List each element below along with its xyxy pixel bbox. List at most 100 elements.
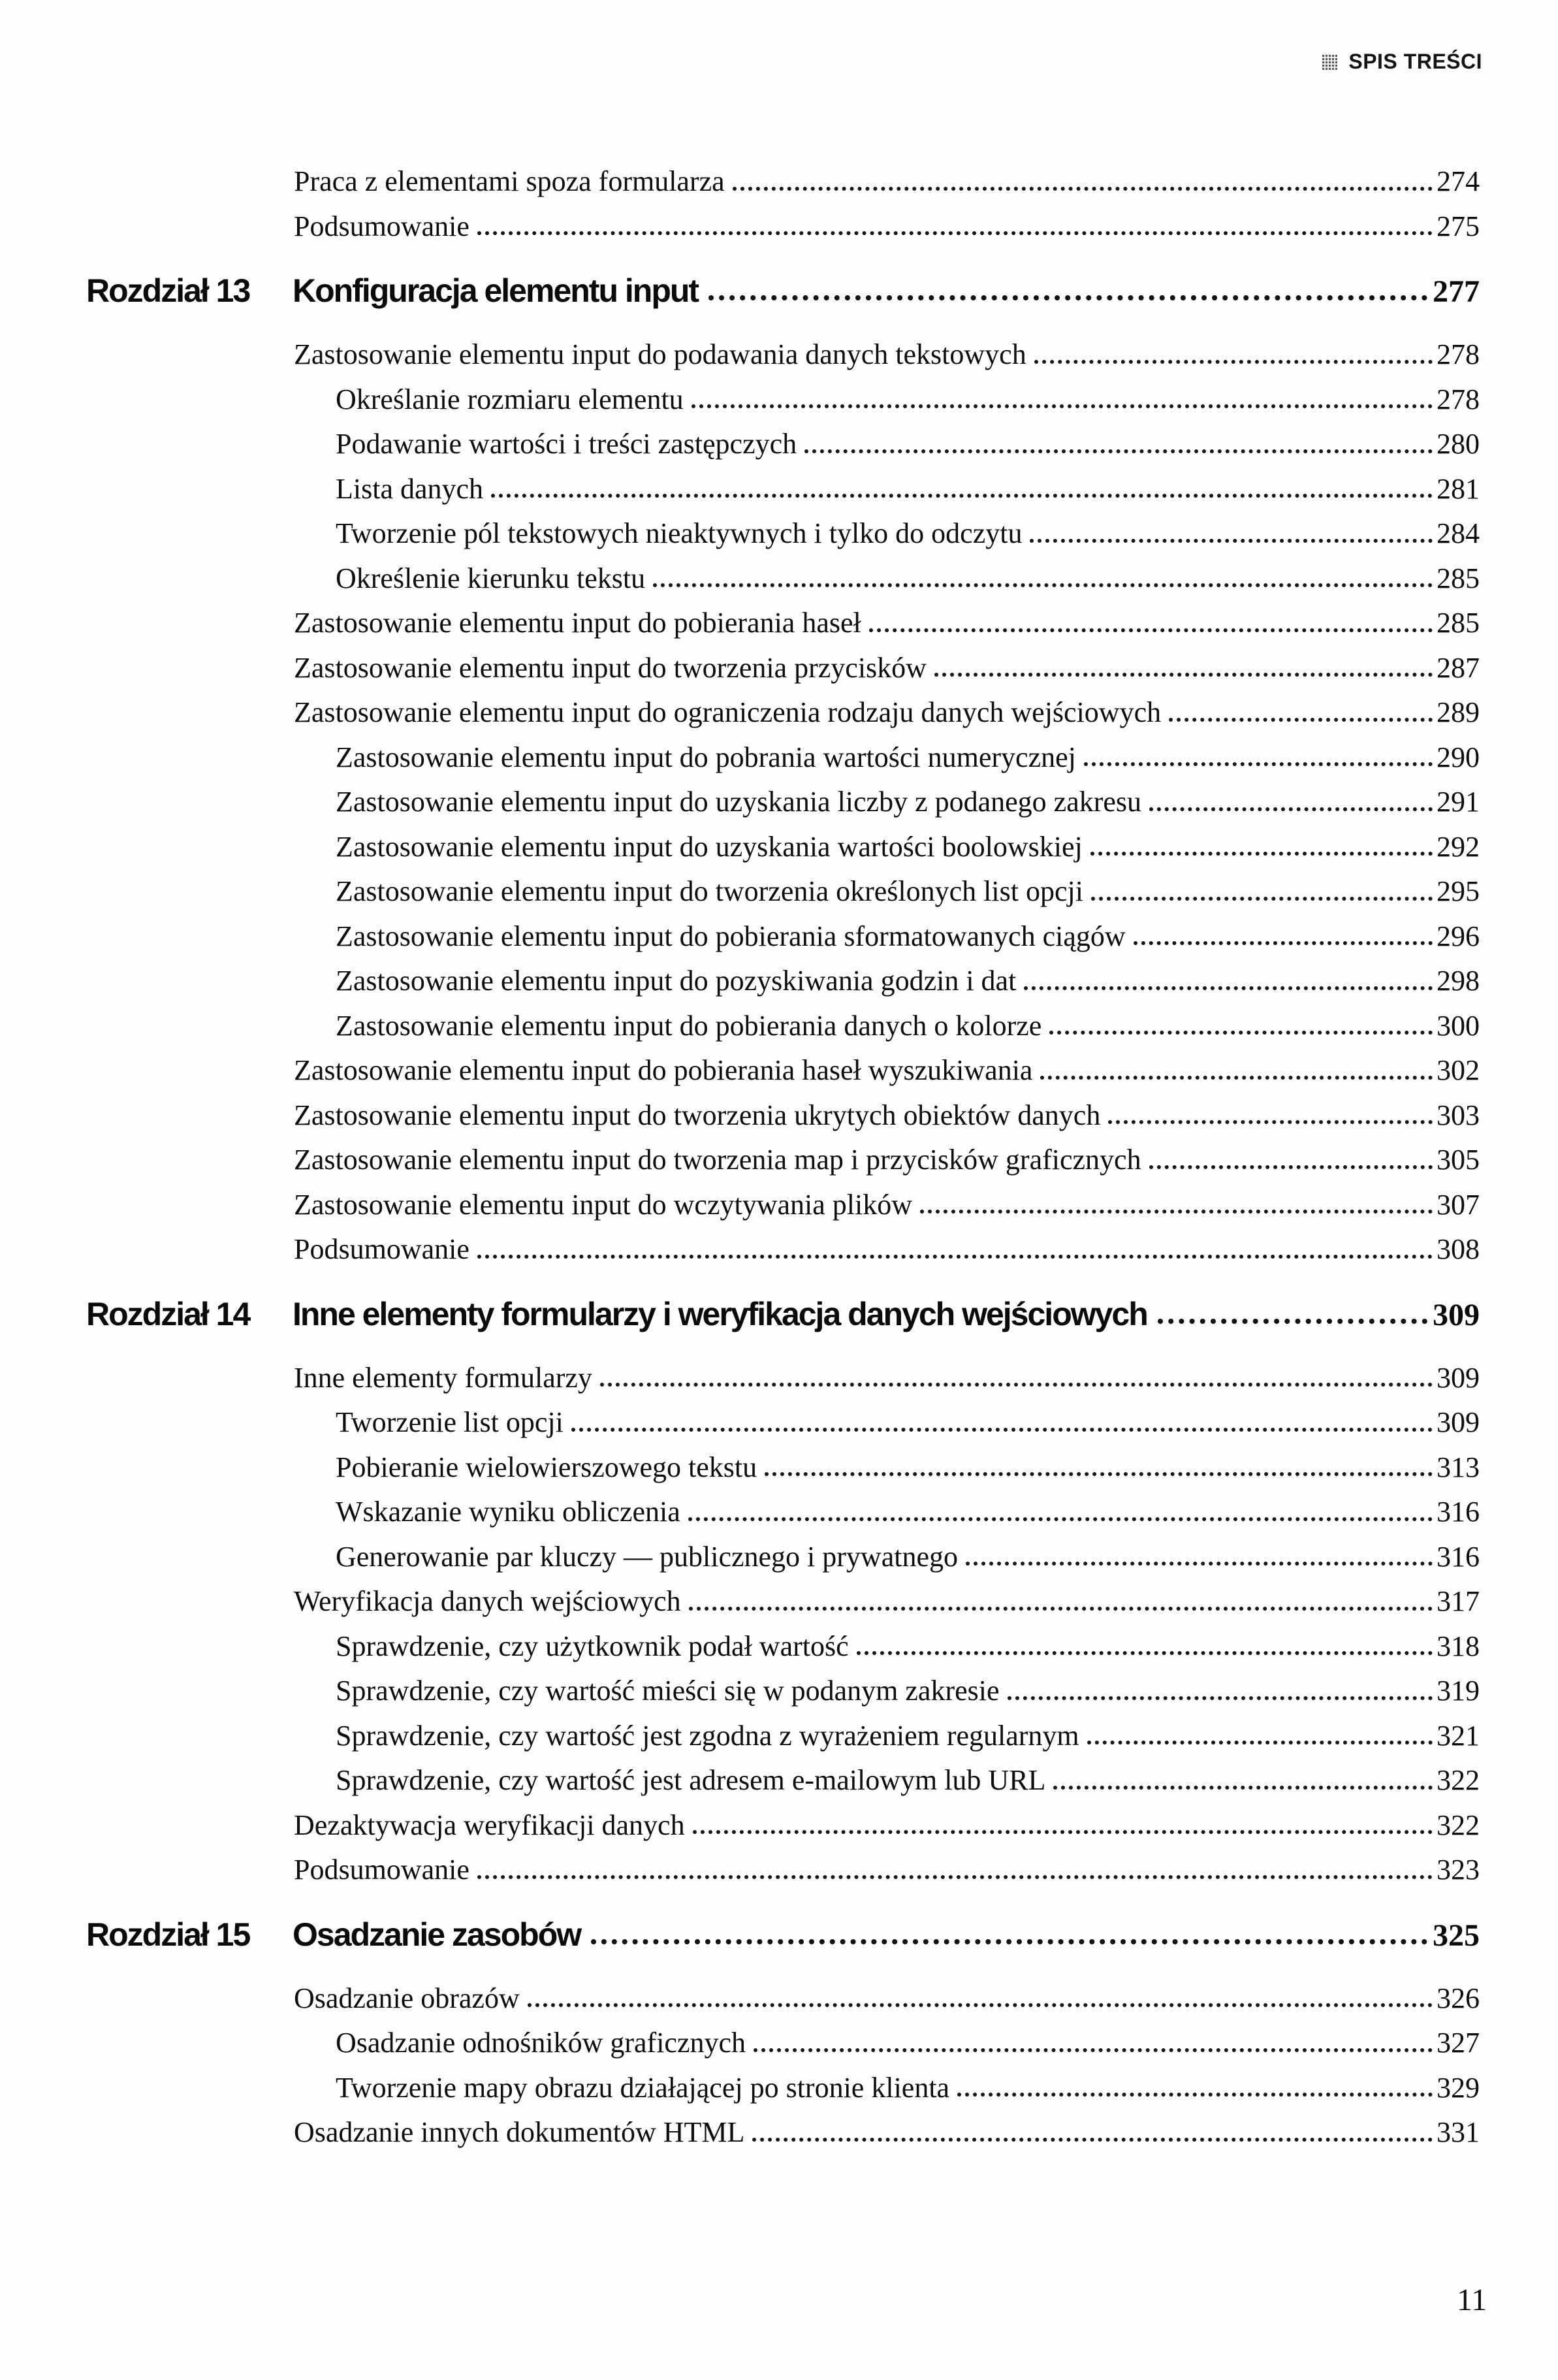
toc-entry-row: Zastosowanie elementu input do tworzenia… bbox=[0, 869, 1480, 914]
toc-entry-page: 281 bbox=[1437, 472, 1480, 505]
toc-entry-title: Zastosowanie elementu input do pobrania … bbox=[336, 741, 1076, 773]
toc-entry-row: Zastosowanie elementu input do tworzenia… bbox=[0, 1138, 1480, 1183]
toc-chapter-row: Rozdział 15 Osadzanie zasobów 325 bbox=[0, 1907, 1480, 1962]
toc-entry-row: Sprawdzenie, czy wartość mieści się w po… bbox=[0, 1669, 1480, 1714]
toc-entry-row: Weryfikacja danych wejściowych 317 bbox=[0, 1579, 1480, 1624]
toc-entry-page: 309 bbox=[1437, 1406, 1480, 1438]
toc-entry-title: Sprawdzenie, czy użytkownik podał wartoś… bbox=[336, 1630, 849, 1662]
toc-entry-page: 319 bbox=[1437, 1675, 1480, 1707]
toc-entry-row: Zastosowanie elementu input do tworzenia… bbox=[0, 646, 1480, 691]
toc-entry-row: Zastosowanie elementu input do pobrania … bbox=[0, 735, 1480, 780]
toc-entry-page: 317 bbox=[1437, 1585, 1480, 1617]
toc-entry-row: Zastosowanie elementu input do pobierani… bbox=[0, 914, 1480, 959]
page-header: SPIS TREŚCI bbox=[1322, 50, 1482, 74]
toc-entry-page: 287 bbox=[1437, 651, 1480, 684]
toc-entry-title: Zastosowanie elementu input do tworzenia… bbox=[294, 1099, 1101, 1131]
dot-leader bbox=[1083, 762, 1433, 766]
toc-entry-page: 316 bbox=[1437, 1496, 1480, 1528]
toc-entry-page: 327 bbox=[1437, 2027, 1480, 2059]
toc-entry-page: 323 bbox=[1437, 1854, 1480, 1886]
dot-leader bbox=[1169, 717, 1433, 722]
toc-entry-title: Zastosowanie elementu input do uzyskania… bbox=[336, 830, 1083, 863]
dot-leader bbox=[1133, 941, 1433, 945]
toc-entry-row: Zastosowanie elementu input do wczytywan… bbox=[0, 1183, 1480, 1228]
toc-entry-row: Określenie kierunku tekstu 285 bbox=[0, 556, 1480, 602]
toc-entry-title: Podawanie wartości i treści zastępczych bbox=[336, 428, 797, 460]
toc-entry-row: Zastosowanie elementu input do pobierani… bbox=[0, 1004, 1480, 1049]
toc-entry-row: Tworzenie pól tekstowych nieaktywnych i … bbox=[0, 511, 1480, 556]
dot-leader bbox=[591, 1938, 1427, 1944]
chapter-label: Rozdział 15 bbox=[86, 1916, 251, 1953]
toc-entry-row: Zastosowanie elementu input do uzyskania… bbox=[0, 780, 1480, 825]
dot-leader bbox=[688, 1517, 1433, 1521]
chapter-label: Rozdział 14 bbox=[86, 1295, 251, 1332]
toc-entry-page: 298 bbox=[1437, 965, 1480, 997]
dot-leader bbox=[752, 2137, 1433, 2142]
toc-entry-row: Dezaktywacja weryfikacji danych 322 bbox=[0, 1803, 1480, 1848]
toc-entry-row: Podsumowanie 275 bbox=[0, 204, 1480, 249]
toc-entry-row: Określanie rozmiaru elementu 278 bbox=[0, 378, 1480, 423]
dot-leader bbox=[688, 1606, 1433, 1611]
toc-entry-page: 309 bbox=[1437, 1361, 1480, 1394]
dot-leader bbox=[1049, 1031, 1433, 1035]
toc-entry-row: Zastosowanie elementu input do pobierani… bbox=[0, 601, 1480, 646]
toc-entry-title: Tworzenie pól tekstowych nieaktywnych i … bbox=[336, 517, 1023, 549]
toc-entry-row: Osadzanie odnośników graficznych 327 bbox=[0, 2021, 1480, 2066]
dot-leader bbox=[527, 2003, 1433, 2007]
toc-entry-row: Zastosowanie elementu input do pozyskiwa… bbox=[0, 959, 1480, 1004]
dot-leader bbox=[1087, 1741, 1433, 1745]
toc-entry-title: Podsumowanie bbox=[294, 210, 469, 242]
toc-entry-title: Określanie rozmiaru elementu bbox=[336, 383, 684, 415]
chapter-title: Osadzanie zasobów bbox=[293, 1916, 582, 1953]
toc-entry-page: 308 bbox=[1437, 1233, 1480, 1265]
toc-entry-row: Osadzanie innych dokumentów HTML 331 bbox=[0, 2110, 1480, 2155]
dot-leader bbox=[653, 583, 1433, 587]
toc-entry-page: 285 bbox=[1437, 607, 1480, 639]
toc-entry-title: Zastosowanie elementu input do tworzenia… bbox=[336, 875, 1083, 907]
toc-entry-title: Praca z elementami spoza formularza bbox=[294, 165, 725, 197]
toc-entry-title: Zastosowanie elementu input do pozyskiwa… bbox=[336, 965, 1017, 997]
halftone-square-icon bbox=[1322, 54, 1338, 70]
toc-entry-title: Pobieranie wielowierszowego tekstu bbox=[336, 1451, 757, 1483]
chapter-page: 325 bbox=[1433, 1918, 1480, 1953]
toc-entry-title: Osadzanie innych dokumentów HTML bbox=[294, 2116, 745, 2148]
toc-entry-row: Podsumowanie 323 bbox=[0, 1848, 1480, 1893]
toc-entry-row: Lista danych 281 bbox=[0, 467, 1480, 512]
toc-entry-title: Inne elementy formularzy bbox=[294, 1361, 592, 1394]
dot-leader bbox=[692, 1830, 1433, 1834]
toc-entry-row: Sprawdzenie, czy użytkownik podał wartoś… bbox=[0, 1624, 1480, 1669]
toc-entry-page: 274 bbox=[1437, 165, 1480, 197]
dot-leader bbox=[965, 1562, 1433, 1566]
dot-leader bbox=[868, 628, 1433, 632]
toc-entry-row: Tworzenie list opcji 309 bbox=[0, 1400, 1480, 1445]
toc-entry-page: 296 bbox=[1437, 920, 1480, 952]
page-number: 11 bbox=[1457, 2283, 1487, 2317]
toc-entry-title: Osadzanie obrazów bbox=[294, 1982, 520, 2014]
dot-leader bbox=[1090, 896, 1433, 901]
toc-entry-title: Lista danych bbox=[336, 472, 484, 505]
toc-entry-row: Zastosowanie elementu input do pobierani… bbox=[0, 1048, 1480, 1093]
toc-entry-row: Zastosowanie elementu input do podawania… bbox=[0, 332, 1480, 378]
toc-entry-page: 331 bbox=[1437, 2116, 1480, 2148]
toc-entry-row: Pobieranie wielowierszowego tekstu 313 bbox=[0, 1445, 1480, 1490]
toc-entry-page: 278 bbox=[1437, 383, 1480, 415]
toc-entry-row: Sprawdzenie, czy wartość jest zgodna z w… bbox=[0, 1714, 1480, 1759]
toc-chapter-row: Rozdział 14 Inne elementy formularzy i w… bbox=[0, 1287, 1480, 1342]
toc-entry-title: Zastosowanie elementu input do tworzenia… bbox=[294, 1144, 1141, 1176]
dot-leader bbox=[477, 1874, 1433, 1879]
toc-entry-title: Sprawdzenie, czy wartość jest zgodna z w… bbox=[336, 1719, 1079, 1752]
toc-entry-title: Określenie kierunku tekstu bbox=[336, 562, 646, 594]
dot-leader bbox=[691, 404, 1433, 408]
dot-leader bbox=[1090, 852, 1433, 856]
dot-leader bbox=[920, 1210, 1433, 1214]
toc-entry-page: 313 bbox=[1437, 1451, 1480, 1483]
header-title: SPIS TREŚCI bbox=[1348, 50, 1482, 73]
dot-leader bbox=[477, 231, 1433, 235]
toc-entry-title: Zastosowanie elementu input do ogranicze… bbox=[294, 696, 1162, 728]
dot-leader bbox=[491, 494, 1433, 498]
toc-entry-title: Podsumowanie bbox=[294, 1854, 469, 1886]
toc-entry-page: 318 bbox=[1437, 1630, 1480, 1662]
toc-entry-title: Generowanie par kluczy — publicznego i p… bbox=[336, 1540, 958, 1573]
toc-entry-page: 291 bbox=[1437, 786, 1480, 818]
